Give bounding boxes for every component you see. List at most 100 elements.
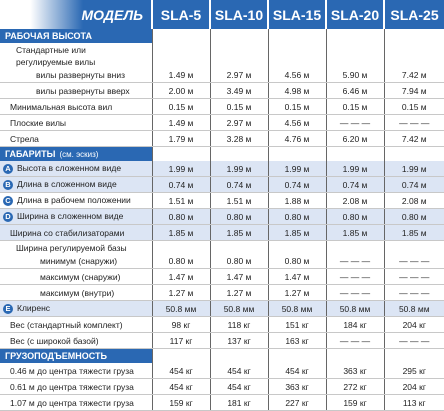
value-cell: 363 кг	[267, 378, 326, 395]
section-note: (см. эскиз)	[59, 150, 99, 159]
value: 50.8 мм	[398, 303, 430, 314]
label-text: Ширина регулируемой базы	[16, 242, 127, 253]
label-text: Высота в сложенном виде	[17, 163, 122, 174]
label-text: 1.07 м до центра тяжести груза	[10, 397, 134, 408]
value: 1.85 м	[226, 227, 252, 238]
value: 1.99 м	[168, 163, 194, 174]
value-cell: — — —	[383, 268, 444, 285]
value: 0.15 м	[168, 101, 194, 112]
row-label: 1.07 м до центра тяжести груза	[0, 394, 152, 411]
row: вилы развернуты вверх 2.00 м 3.49 м 4.98 м 6…	[0, 82, 444, 99]
row-label: A Высота в сложенном виде	[0, 161, 152, 177]
value-cell	[383, 146, 444, 161]
value-cell	[209, 43, 268, 55]
value-cell: 0.15 м	[209, 98, 268, 115]
value-cell: 1.49 м	[151, 67, 210, 83]
value-cell: 204 кг	[383, 316, 444, 333]
value-cell: 50.8 мм	[267, 300, 326, 317]
row-label: E Клиренс	[0, 300, 152, 317]
value-cell: 137 кг	[209, 332, 268, 349]
value: — — —	[339, 271, 371, 282]
value: — — —	[399, 117, 430, 128]
value-cell: 4.98 м	[267, 82, 326, 99]
value-cell	[267, 348, 326, 363]
value: 1.51 м	[226, 195, 252, 206]
value-cell: 159 кг	[151, 394, 210, 411]
value-cell: 117 кг	[151, 332, 210, 349]
value-cell: 454 кг	[151, 363, 210, 379]
value-cell: 0.80 м	[209, 208, 268, 225]
value-cell: 3.49 м	[209, 82, 268, 99]
value: 159 кг	[169, 397, 193, 408]
value-cell	[267, 240, 326, 253]
value: 98 кг	[171, 319, 191, 330]
label-text: Вес (с широкой базой)	[10, 335, 99, 346]
value-cell: 272 кг	[325, 378, 384, 395]
value: 1.27 м	[284, 287, 310, 298]
row-label: вилы развернуты вниз	[0, 67, 152, 83]
value: 2.97 м	[226, 69, 252, 80]
section-row: ГАБАРИТЫ (см. эскиз)	[0, 146, 444, 161]
value-cell: 0.74 м	[267, 176, 326, 193]
value-cell: — — —	[325, 114, 384, 131]
row: вилы развернуты вниз 1.49 м 2.97 м 4.56 м 5.…	[0, 67, 444, 83]
row: D Ширина в сложенном виде 0.80 м 0.80 м 0.80…	[0, 208, 444, 225]
value: — — —	[399, 287, 430, 298]
value-cell	[383, 55, 444, 67]
value-cell	[151, 240, 210, 253]
label-text: 0.46 м до центра тяжести груза	[10, 365, 134, 376]
value-cell: 151 кг	[267, 316, 326, 333]
value-cell: 184 кг	[325, 316, 384, 333]
value-cell: 454 кг	[209, 378, 268, 395]
section-title: РАБОЧАЯ ВЫСОТА	[5, 31, 92, 41]
value: 118 кг	[227, 319, 251, 330]
value-cell: 0.80 м	[151, 253, 210, 269]
value-cell: 0.15 м	[151, 98, 210, 115]
value-cell: — — —	[383, 284, 444, 301]
value: 363 кг	[285, 381, 309, 392]
marker: A	[3, 163, 13, 174]
label-text: вилы развернуты вниз	[36, 69, 125, 80]
value-cell	[209, 348, 268, 363]
value: 0.74 м	[168, 179, 194, 190]
value: 1.85 м	[168, 227, 194, 238]
row: Плоские вилы 1.49 м 2.97 м 4.56 м — — — — — —	[0, 114, 444, 131]
value-cell: — — —	[325, 268, 384, 285]
value-cell: 7.42 м	[383, 130, 444, 147]
value: 50.8 мм	[339, 303, 371, 314]
value-cell: — — —	[383, 332, 444, 349]
label-text: регулируемые вилы	[16, 56, 96, 67]
row: Вес (с широкой базой) 117 кг 137 кг 163 кг —…	[0, 332, 444, 349]
value-cell: 2.08 м	[325, 192, 384, 209]
value: — — —	[399, 271, 430, 282]
row: C Длина в рабочем положении 1.51 м 1.51 м 1.…	[0, 192, 444, 209]
value-cell: 0.74 м	[209, 176, 268, 193]
value: 1.27 м	[168, 287, 194, 298]
row-label: Стрела	[0, 130, 152, 147]
value-cell: — — —	[325, 284, 384, 301]
model-name: SLA-20	[325, 0, 384, 29]
value: 363 кг	[343, 365, 367, 376]
marker: C	[3, 195, 13, 206]
row: минимум (снаружи) 0.80 м 0.80 м 0.80 м — — —…	[0, 253, 444, 269]
value: 0.80 м	[226, 255, 252, 266]
value-cell: 363 кг	[325, 363, 384, 379]
value-cell	[325, 240, 384, 253]
row-label: D Ширина в сложенном виде	[0, 208, 152, 225]
row-label: регулируемые вилы	[0, 55, 152, 67]
value: 151 кг	[285, 319, 309, 330]
value: 0.80 м	[226, 211, 252, 222]
row-label: 0.46 м до центра тяжести груза	[0, 363, 152, 379]
model-name: SLA-5	[151, 0, 210, 29]
row-label: максимум (снаружи)	[0, 268, 152, 285]
value-cell	[325, 348, 384, 363]
value-cell: 50.8 мм	[209, 300, 268, 317]
value-cell: 0.80 м	[325, 208, 384, 225]
value: 0.74 м	[226, 179, 252, 190]
value-cell: 0.80 м	[267, 208, 326, 225]
value: — — —	[339, 287, 371, 298]
value-cell: 3.28 м	[209, 130, 268, 147]
label-text: Стрела	[10, 133, 39, 144]
